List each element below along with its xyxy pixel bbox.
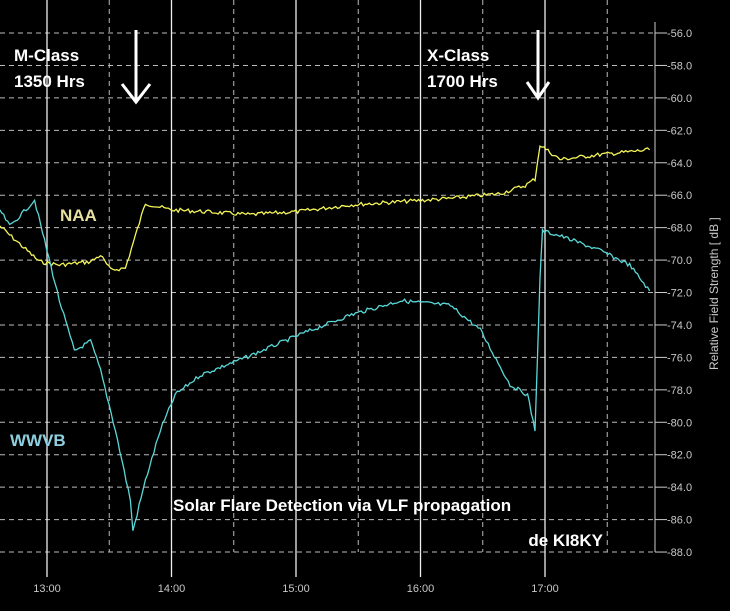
x-class-label: X-Class [427,46,489,65]
wwvb-label: WWVB [10,431,66,450]
x-tick-label: 13:00 [33,583,61,595]
y-tick-label: -84.0 [667,482,692,494]
x-tick-label: 15:00 [282,583,310,595]
x-class-arrow [525,30,551,101]
y-tick-label: -88.0 [667,547,692,559]
y-tick-label: -62.0 [667,125,692,137]
y-tick-label: -86.0 [667,515,692,527]
y-tick-label: -70.0 [667,255,692,267]
y-axis-label: Relative Field Strength [ dB ] [707,217,721,370]
series-group [0,145,651,531]
chart-subtitle: de KI8KY [528,531,603,550]
y-tick-label: -72.0 [667,288,692,300]
y-tick-label: -74.0 [667,320,692,332]
y-tick-label: -60.0 [667,93,692,105]
series-wwvb-line [0,198,651,531]
x-axis: 13:00 14:00 15:00 16:00 17:00 [33,583,559,595]
x-tick-label: 14:00 [158,583,186,595]
y-tick-label: -66.0 [667,190,692,202]
x-class-time: 1700 Hrs [427,72,498,91]
x-tick-label: 16:00 [407,583,435,595]
y-tick-label: -56.0 [667,28,692,40]
series-naa-line [0,145,651,272]
y-tick-label: -76.0 [667,352,692,364]
y-tick-label: -80.0 [667,417,692,429]
x-tick-label: 17:00 [531,583,559,595]
y-tick-label: -58.0 [667,60,692,72]
y-tick-label: -68.0 [667,223,692,235]
m-class-label: M-Class [14,46,79,65]
y-tick-label: -64.0 [667,158,692,170]
m-class-time: 1350 Hrs [14,72,85,91]
y-axis: -56.0 -58.0 -60.0 -62.0 -64.0 -66.0 -68.0 -70.0… [654,22,692,559]
m-class-arrow [120,30,152,105]
y-tick-label: -82.0 [667,450,692,462]
naa-label: NAA [60,206,97,225]
chart-title: Solar Flare Detection via VLF propagatio… [173,496,511,515]
y-tick-label: -78.0 [667,385,692,397]
grid [0,0,655,578]
